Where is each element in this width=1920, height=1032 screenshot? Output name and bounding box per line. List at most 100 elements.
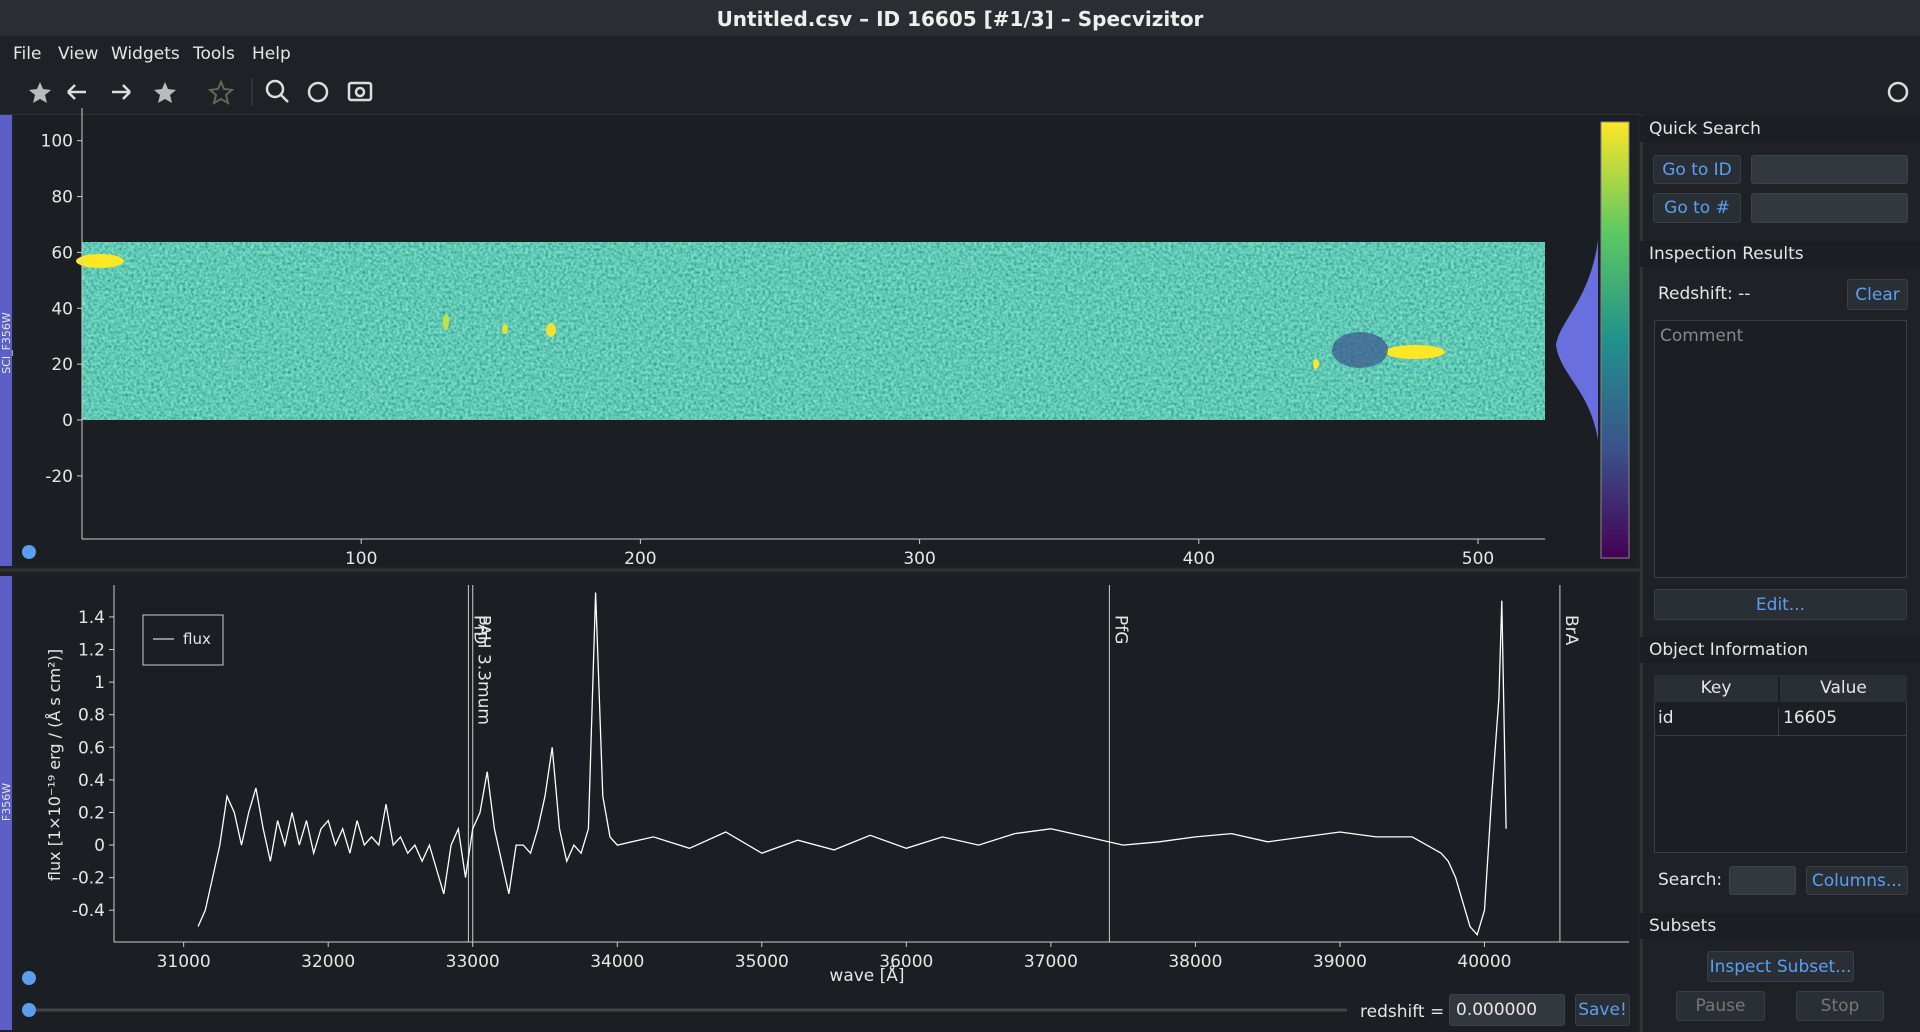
y-tick-label: 20 (51, 355, 73, 375)
image-feature (546, 323, 556, 337)
screenshot-icon[interactable] (347, 81, 373, 102)
zoom-icon[interactable] (265, 79, 285, 99)
x-tick-label: 500 (1462, 549, 1494, 569)
number-input[interactable] (1751, 193, 1908, 223)
menu-item[interactable]: File (13, 44, 42, 64)
spectrum-line (197, 592, 1507, 937)
x-tick-label: 35000 (735, 952, 789, 972)
comment-placeholder: Comment (1660, 326, 1744, 346)
image-feature (76, 254, 124, 268)
reference-label: PAH 3.3mum (474, 615, 494, 725)
inspect-subset-button[interactable]: Inspect Subset... (1707, 951, 1854, 982)
slider-handle[interactable] (22, 545, 36, 559)
redshift-label: redshift = (1360, 1002, 1444, 1022)
x-tick-label: 37000 (1024, 952, 1078, 972)
info-table (1654, 675, 1907, 853)
plot-area: SCI_F356W F356W flux flux [1×10⁻¹⁹ erg /… (0, 108, 1640, 1032)
redshift-input[interactable]: 0.000000 (1449, 994, 1565, 1026)
reset-icon[interactable] (307, 81, 329, 103)
reference-label: PfD (469, 615, 489, 644)
histogram (1556, 240, 1598, 440)
y-tick-label: 0.2 (78, 803, 105, 823)
x-axis-label: wave [Å] (829, 964, 904, 986)
go-to-number-button[interactable]: Go to # (1653, 193, 1741, 223)
y-tick-label: 0.8 (78, 706, 105, 726)
y-tick-label: 60 (51, 243, 73, 263)
image-feature (1313, 359, 1319, 369)
dock-title: Inspection Results (1640, 241, 1920, 267)
x-tick-label: 400 (1183, 549, 1215, 569)
x-tick-label: 36000 (879, 952, 933, 972)
spectrum-panel (15, 576, 1637, 1032)
image-feature (502, 324, 508, 334)
y-tick-label: -0.2 (72, 869, 105, 889)
search-input[interactable] (1729, 866, 1796, 895)
settings-icon[interactable] (1887, 81, 1909, 103)
go-to-id-button[interactable]: Go to ID (1653, 155, 1741, 184)
legend-label: flux (183, 630, 211, 648)
table-cell: 16605 (1783, 708, 1838, 728)
y-tick-label: 0 (94, 836, 105, 856)
reference-label: PfG (1110, 615, 1130, 644)
menu-item[interactable]: View (58, 44, 99, 64)
x-tick-label: 33000 (446, 952, 500, 972)
y-tick-label: 40 (51, 299, 73, 319)
redshift-status: Redshift: -- (1658, 284, 1751, 304)
side-label: SCI_F356W (0, 312, 13, 374)
x-tick-label: 200 (624, 549, 656, 569)
y-tick-label: 1 (94, 673, 105, 693)
table-header[interactable]: Key (1654, 675, 1778, 702)
y-tick-label: 0 (62, 411, 73, 431)
y-tick-label: -20 (45, 467, 73, 487)
colorbar (1600, 121, 1630, 559)
legend (142, 614, 224, 666)
id-input[interactable] (1751, 155, 1908, 184)
menu-item[interactable]: Tools (193, 44, 235, 64)
back-icon[interactable] (67, 84, 86, 100)
image-feature (1332, 332, 1388, 368)
x-tick-label: 38000 (1168, 952, 1222, 972)
y-tick-label: 1.2 (78, 641, 105, 661)
menu-bar: File View Widgets Tools Help (0, 36, 1920, 70)
comment-box[interactable] (1654, 320, 1907, 578)
x-tick-label: 40000 (1457, 952, 1511, 972)
save-button[interactable]: Save! (1575, 994, 1630, 1026)
slider-handle[interactable] (22, 1003, 36, 1017)
separator (0, 114, 1640, 115)
y-tick-label: 80 (51, 188, 73, 208)
columns-button[interactable]: Columns... (1806, 866, 1908, 895)
toolbar (29, 78, 1909, 106)
menu-item[interactable]: Help (252, 44, 291, 64)
clear-button[interactable]: Clear (1847, 279, 1908, 310)
menu-item[interactable]: Widgets (111, 44, 180, 64)
x-tick-label: 39000 (1313, 952, 1367, 972)
dock-title: Object Information (1640, 637, 1920, 663)
pause-button[interactable]: Pause (1676, 991, 1765, 1021)
x-tick-label: 32000 (301, 952, 355, 972)
side-strip (0, 576, 12, 1030)
x-tick-label: 31000 (157, 952, 211, 972)
image-feature (1385, 345, 1445, 359)
side-label: F356W (0, 783, 13, 821)
y-tick-label: 0.6 (78, 738, 105, 758)
title-bar (0, 0, 1920, 36)
y-tick-label: -0.4 (72, 901, 105, 921)
star-icon[interactable] (207, 79, 235, 106)
y-tick-label: 0.4 (78, 771, 105, 791)
forward-icon[interactable] (112, 84, 131, 100)
table-cell: id (1658, 708, 1779, 736)
table-header[interactable]: Value (1780, 675, 1907, 702)
row-line (1654, 735, 1907, 736)
star-prev-icon[interactable] (29, 82, 51, 103)
reference-label: BrA (1561, 615, 1581, 646)
edit-button[interactable]: Edit... (1654, 589, 1907, 620)
slider-handle[interactable] (22, 971, 36, 985)
window-title: Untitled.csv – ID 16605 [#1/3] – Specviz… (716, 7, 1204, 31)
x-tick-label: 100 (345, 549, 377, 569)
y-tick-label: 100 (41, 132, 73, 152)
stop-button[interactable]: Stop (1796, 991, 1884, 1021)
star-next-icon[interactable] (154, 82, 176, 103)
x-tick-label: 34000 (590, 952, 644, 972)
side-strip (0, 115, 12, 566)
